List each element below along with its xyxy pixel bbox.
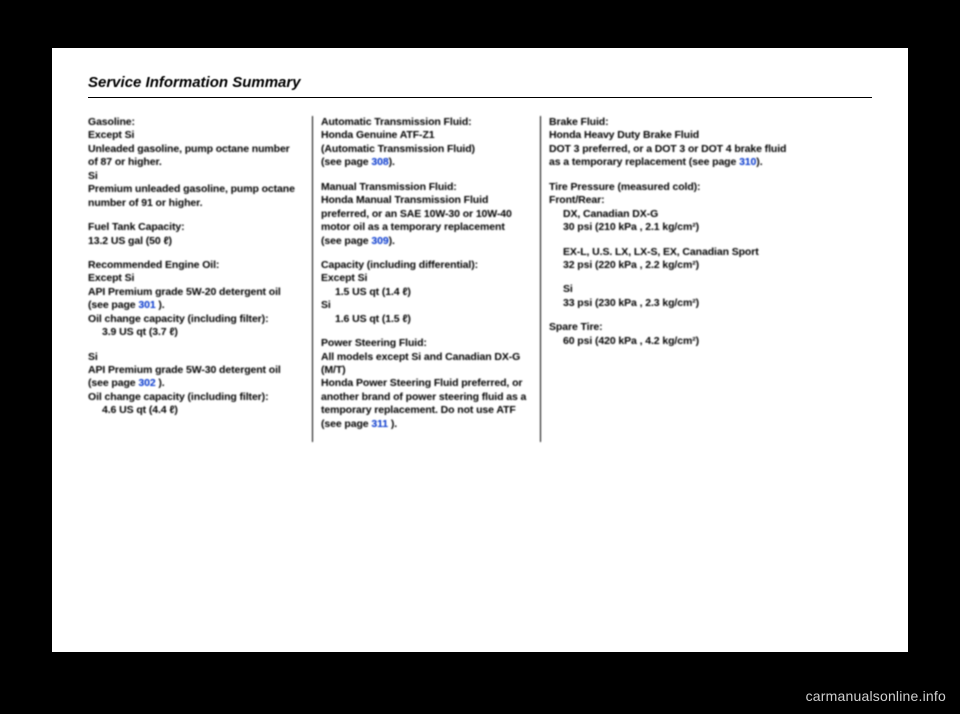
capacity-1: 1.5 US qt (1.4 ℓ) [321, 286, 528, 299]
page-link-311[interactable]: 311 [371, 418, 388, 430]
atf-heading: Automatic Transmission Fluid: [321, 116, 528, 129]
spare-heading: Spare Tire: [549, 321, 788, 334]
oil-cap-1: 3.9 US qt (3.7 ℓ) [88, 326, 300, 339]
gasoline-heading: Gasoline: [88, 116, 300, 129]
gasoline-si: Si [88, 170, 300, 183]
ps-text: Honda Power Steering Fluid preferred, or… [321, 377, 528, 431]
columns: Gasoline: Except Si Unleaded gasoline, p… [88, 116, 872, 442]
atf-3b: ). [389, 156, 395, 168]
page-link-310[interactable]: 310 [739, 156, 756, 168]
capacity-heading: Capacity (including differential): [321, 259, 528, 272]
capacity-block: Capacity (including differential): Excep… [321, 259, 528, 326]
oil-cap-heading-1: Oil change capacity (including filter): [88, 313, 300, 326]
gasoline-except-si: Except Si [88, 129, 300, 142]
atf-block: Automatic Transmission Fluid: Honda Genu… [321, 116, 528, 170]
oil-text-1a: API Premium grade 5W-20 detergent oil (s… [88, 286, 281, 311]
oil-text-2a: API Premium grade 5W-30 detergent oil (s… [88, 364, 281, 389]
tire-1a: DX, Canadian DX-G [563, 208, 788, 221]
fuel-heading: Fuel Tank Capacity: [88, 221, 300, 234]
oil-cap-heading-2: Oil change capacity (including filter): [88, 391, 300, 404]
column-1: Gasoline: Except Si Unleaded gasoline, p… [88, 116, 312, 442]
ps-heading: Power Steering Fluid: [321, 337, 528, 350]
watermark: carmanualsonline.info [806, 688, 946, 704]
oil-text-2b: ). [156, 377, 165, 389]
ps-block: Power Steering Fluid: All models except … [321, 337, 528, 431]
gasoline-block: Gasoline: Except Si Unleaded gasoline, p… [88, 116, 300, 210]
brake-2b: ). [756, 156, 762, 168]
tire-3a: Si [563, 283, 788, 296]
gasoline-text-1: Unleaded gasoline, pump octane number of… [88, 143, 300, 170]
tire-group-2: EX-L, U.S. LX, LX-S, EX, Canadian Sport … [549, 246, 788, 273]
spare-block: Spare Tire: 60 psi (420 kPa , 4.2 kg/cm²… [549, 321, 788, 348]
mtf-heading: Manual Transmission Fluid: [321, 181, 528, 194]
brake-heading: Brake Fluid: [549, 116, 788, 129]
capacity-except: Except Si [321, 272, 528, 285]
tire-2a: EX-L, U.S. LX, LX-S, EX, Canadian Sport [563, 246, 788, 259]
atf-line-2: (Automatic Transmission Fluid) [321, 143, 528, 156]
atf-3a: (see page [321, 156, 371, 168]
oil-heading: Recommended Engine Oil: [88, 259, 300, 272]
atf-line-3: (see page 308). [321, 156, 528, 169]
tire-group-3: Si 33 psi (230 kPa , 2.3 kg/cm²) [549, 283, 788, 310]
atf-line-1: Honda Genuine ATF-Z1 [321, 129, 528, 142]
fuel-block: Fuel Tank Capacity: 13.2 US gal (50 ℓ) [88, 221, 300, 248]
ps-line-1: All models except Si and Canadian DX-G (… [321, 351, 528, 378]
gasoline-text-2: Premium unleaded gasoline, pump octane n… [88, 183, 300, 210]
tire-1b: 30 psi (210 kPa , 2.1 kg/cm²) [563, 221, 788, 234]
brake-block: Brake Fluid: Honda Heavy Duty Brake Flui… [549, 116, 788, 170]
brake-line-1: Honda Heavy Duty Brake Fluid [549, 129, 788, 142]
oil-si: Si [88, 351, 300, 364]
page-link-308[interactable]: 308 [371, 156, 388, 168]
capacity-si: Si [321, 299, 528, 312]
spare-value: 60 psi (420 kPa , 4.2 kg/cm²) [549, 335, 788, 348]
column-2: Automatic Transmission Fluid: Honda Genu… [312, 116, 540, 442]
oil-text-2: API Premium grade 5W-30 detergent oil (s… [88, 364, 300, 391]
oil-cap-2: 4.6 US qt (4.4 ℓ) [88, 404, 300, 417]
title-rule [88, 97, 872, 98]
page-link-309[interactable]: 309 [371, 235, 388, 247]
mtf-1b: ). [389, 235, 395, 247]
page-link-302[interactable]: 302 [138, 377, 155, 389]
oil-block-1: Recommended Engine Oil: Except Si API Pr… [88, 259, 300, 340]
column-3: Brake Fluid: Honda Heavy Duty Brake Flui… [540, 116, 788, 442]
oil-text-1b: ). [156, 299, 165, 311]
manual-page: Service Information Summary Gasoline: Ex… [52, 48, 908, 652]
tire-2b: 32 psi (220 kPa , 2.2 kg/cm²) [563, 259, 788, 272]
ps-2a: Honda Power Steering Fluid preferred, or… [321, 377, 526, 429]
mtf-1a: Honda Manual Transmission Fluid preferre… [321, 194, 512, 246]
page-title: Service Information Summary [88, 74, 872, 91]
tire-3b: 33 psi (230 kPa , 2.3 kg/cm²) [563, 297, 788, 310]
tire-heading: Tire Pressure (measured cold): [549, 181, 788, 194]
oil-text-1: API Premium grade 5W-20 detergent oil (s… [88, 286, 300, 313]
fuel-value: 13.2 US gal (50 ℓ) [88, 235, 300, 248]
tire-fr: Front/Rear: [549, 194, 788, 207]
ps-2b: ). [388, 418, 397, 430]
page-link-301[interactable]: 301 [138, 299, 155, 311]
tire-group-1: DX, Canadian DX-G 30 psi (210 kPa , 2.1 … [549, 208, 788, 235]
oil-block-2: Si API Premium grade 5W-30 detergent oil… [88, 351, 300, 418]
brake-text: DOT 3 preferred, or a DOT 3 or DOT 4 bra… [549, 143, 788, 170]
mtf-block: Manual Transmission Fluid: Honda Manual … [321, 181, 528, 248]
capacity-2: 1.6 US qt (1.5 ℓ) [321, 313, 528, 326]
mtf-text: Honda Manual Transmission Fluid preferre… [321, 194, 528, 248]
tire-block: Tire Pressure (measured cold): Front/Rea… [549, 181, 788, 311]
oil-except-si: Except Si [88, 272, 300, 285]
